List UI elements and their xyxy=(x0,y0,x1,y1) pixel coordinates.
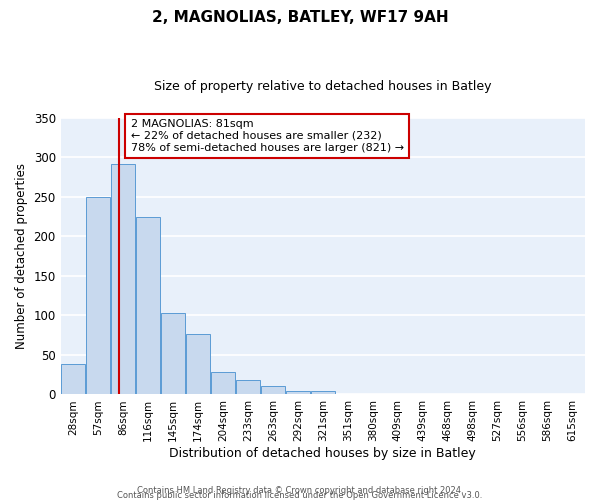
Bar xyxy=(211,372,235,394)
Bar xyxy=(161,313,185,394)
Bar xyxy=(111,164,135,394)
Text: Contains public sector information licensed under the Open Government Licence v3: Contains public sector information licen… xyxy=(118,490,482,500)
Bar xyxy=(186,334,210,394)
Bar xyxy=(136,216,160,394)
X-axis label: Distribution of detached houses by size in Batley: Distribution of detached houses by size … xyxy=(169,447,476,460)
Bar xyxy=(311,392,335,394)
Bar xyxy=(286,392,310,394)
Bar xyxy=(236,380,260,394)
Text: 2, MAGNOLIAS, BATLEY, WF17 9AH: 2, MAGNOLIAS, BATLEY, WF17 9AH xyxy=(152,10,448,25)
Bar xyxy=(86,197,110,394)
Bar xyxy=(61,364,85,394)
Y-axis label: Number of detached properties: Number of detached properties xyxy=(15,163,28,349)
Text: Contains HM Land Registry data © Crown copyright and database right 2024.: Contains HM Land Registry data © Crown c… xyxy=(137,486,463,495)
Text: 2 MAGNOLIAS: 81sqm
← 22% of detached houses are smaller (232)
78% of semi-detach: 2 MAGNOLIAS: 81sqm ← 22% of detached hou… xyxy=(131,120,404,152)
Bar xyxy=(261,386,285,394)
Title: Size of property relative to detached houses in Batley: Size of property relative to detached ho… xyxy=(154,80,491,93)
